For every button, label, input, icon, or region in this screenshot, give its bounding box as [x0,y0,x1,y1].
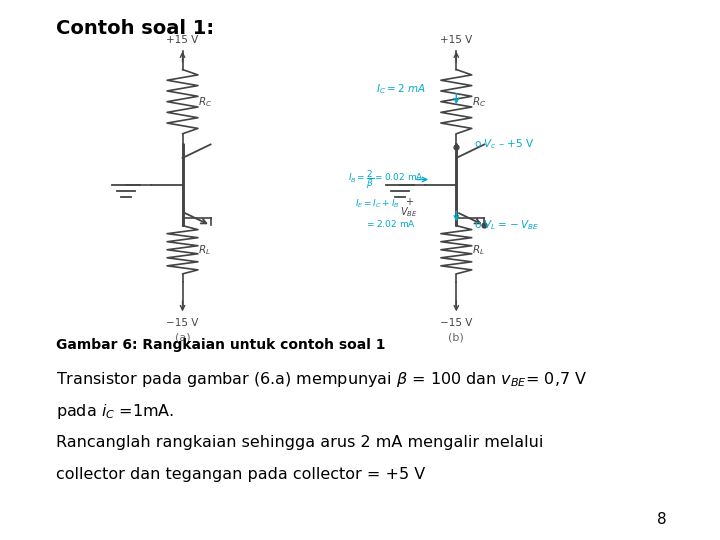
Text: +15 V: +15 V [166,35,199,45]
Text: 8: 8 [657,511,667,526]
Text: Gambar 6: Rangkaian untuk contoh soal 1: Gambar 6: Rangkaian untuk contoh soal 1 [56,338,386,352]
Text: o $V_c$ – +5 V: o $V_c$ – +5 V [474,137,534,151]
Text: $I_B = \dfrac{2}{\beta} = 0.02\ \mathrm{mA}$: $I_B = \dfrac{2}{\beta} = 0.02\ \mathrm{… [348,168,423,191]
Text: $= 2.02\ \mathrm{mA}$: $= 2.02\ \mathrm{mA}$ [365,218,416,229]
Text: $R_L$: $R_L$ [472,243,485,256]
Text: Contoh soal 1:: Contoh soal 1: [56,19,215,38]
Text: −15 V: −15 V [166,318,199,328]
Text: $R_C$: $R_C$ [198,94,212,109]
Text: $I_C = 2$ mA: $I_C = 2$ mA [376,83,425,96]
Text: collector dan tegangan pada collector = +5 V: collector dan tegangan pada collector = … [56,467,426,482]
Text: Transistor pada gambar (6.a) mempunyai $\beta$ = 100 dan $v_{BE}$= 0,7 V: Transistor pada gambar (6.a) mempunyai $… [56,370,588,389]
Text: pada $i_C$ =1mA.: pada $i_C$ =1mA. [56,402,174,421]
Text: (b): (b) [449,332,464,342]
Text: $V_{BE}$: $V_{BE}$ [400,205,418,219]
Text: $R_C$: $R_C$ [472,94,486,109]
Text: −15 V: −15 V [440,318,472,328]
Text: o $V_L = -V_{BE}$: o $V_L = -V_{BE}$ [474,219,539,232]
Text: Rancanglah rangkaian sehingga arus 2 mA mengalir melalui: Rancanglah rangkaian sehingga arus 2 mA … [56,435,544,450]
Text: $R_L$: $R_L$ [198,243,211,256]
Text: $I_E = I_C + I_B$: $I_E = I_C + I_B$ [354,197,400,210]
Text: +15 V: +15 V [440,35,472,45]
Text: +: + [405,197,413,207]
Text: (a): (a) [175,332,190,342]
